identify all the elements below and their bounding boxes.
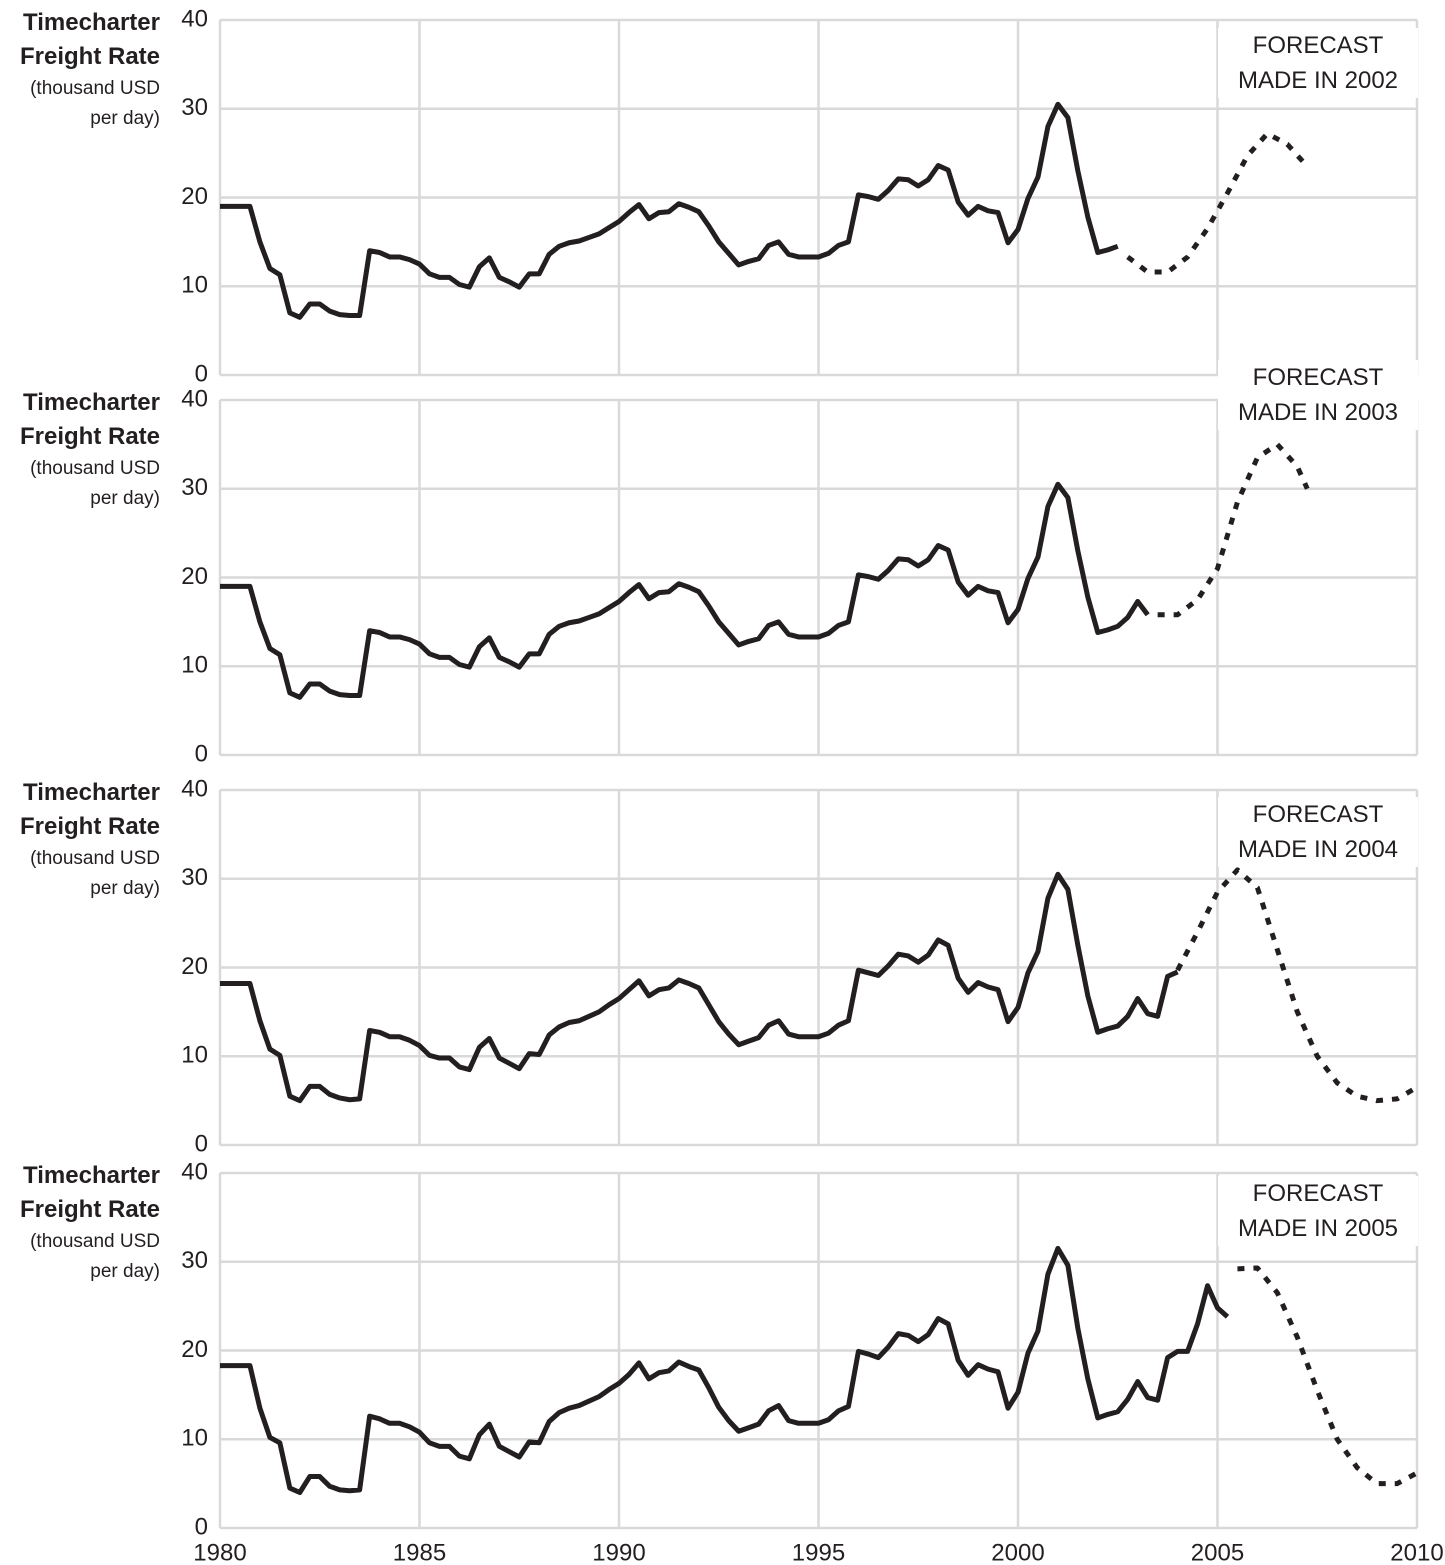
y-tick-label: 40 <box>181 385 208 412</box>
y-axis-title: Timecharter Freight Rate <box>19 389 160 450</box>
line <box>1126 131 1310 275</box>
line <box>1157 441 1310 618</box>
y-tick-label: 0 <box>195 740 208 767</box>
x-tick-label: 1980 <box>193 1539 246 1565</box>
line <box>1237 1265 1419 1487</box>
y-axis-title: Timecharter Freight Rate <box>19 779 160 840</box>
y-tick-label: 0 <box>195 360 208 387</box>
x-tick-label: 2010 <box>1390 1539 1443 1565</box>
y-axis-unit: (thousand USD per day) <box>30 848 160 899</box>
y-tick-label: 40 <box>181 5 208 32</box>
x-tick-label: 2005 <box>1191 1539 1244 1565</box>
line <box>220 871 1179 1104</box>
y-tick-label: 20 <box>181 953 208 980</box>
y-tick-label: 10 <box>181 1042 208 1069</box>
annotation: FORECAST MADE IN 2004 <box>1218 797 1418 867</box>
y-tick-label: 30 <box>181 94 208 121</box>
y-tick-label: 30 <box>181 864 208 891</box>
y-tick-label: 20 <box>181 1336 208 1363</box>
line <box>220 101 1119 320</box>
y-axis-unit: (thousand USD per day) <box>30 1231 160 1282</box>
y-tick-label: 20 <box>181 183 208 210</box>
y-tick-label: 10 <box>181 272 208 299</box>
x-tick-label: 1990 <box>592 1539 645 1565</box>
y-axis-label: Timecharter Freight Rate (thousand USD pe… <box>0 386 160 514</box>
y-axis-label: Timecharter Freight Rate (thousand USD pe… <box>0 1159 160 1287</box>
line <box>220 481 1150 700</box>
x-tick-label: 1985 <box>393 1539 446 1565</box>
line <box>220 1245 1230 1495</box>
y-tick-label: 0 <box>195 1130 208 1157</box>
y-axis-title: Timecharter Freight Rate <box>19 1162 160 1223</box>
y-tick-label: 40 <box>181 1158 208 1185</box>
annotation: FORECAST MADE IN 2003 <box>1218 360 1418 430</box>
y-tick-label: 30 <box>181 1247 208 1274</box>
x-tick-label: 1995 <box>792 1539 845 1565</box>
y-axis-unit: (thousand USD per day) <box>30 78 160 129</box>
annotation: FORECAST MADE IN 2002 <box>1218 28 1418 98</box>
annotation: FORECAST MADE IN 2005 <box>1218 1176 1418 1246</box>
y-tick-label: 10 <box>181 1425 208 1452</box>
x-tick-label: 2000 <box>991 1539 1044 1565</box>
y-axis-label: Timecharter Freight Rate (thousand USD pe… <box>0 776 160 904</box>
y-axis-label: Timecharter Freight Rate (thousand USD pe… <box>0 6 160 134</box>
y-tick-label: 40 <box>181 775 208 802</box>
y-tick-label: 30 <box>181 474 208 501</box>
y-tick-label: 10 <box>181 652 208 679</box>
y-axis-title: Timecharter Freight Rate <box>19 9 160 70</box>
y-tick-label: 20 <box>181 563 208 590</box>
y-tick-label: 0 <box>195 1513 208 1540</box>
line <box>1175 867 1419 1104</box>
y-axis-unit: (thousand USD per day) <box>30 458 160 509</box>
